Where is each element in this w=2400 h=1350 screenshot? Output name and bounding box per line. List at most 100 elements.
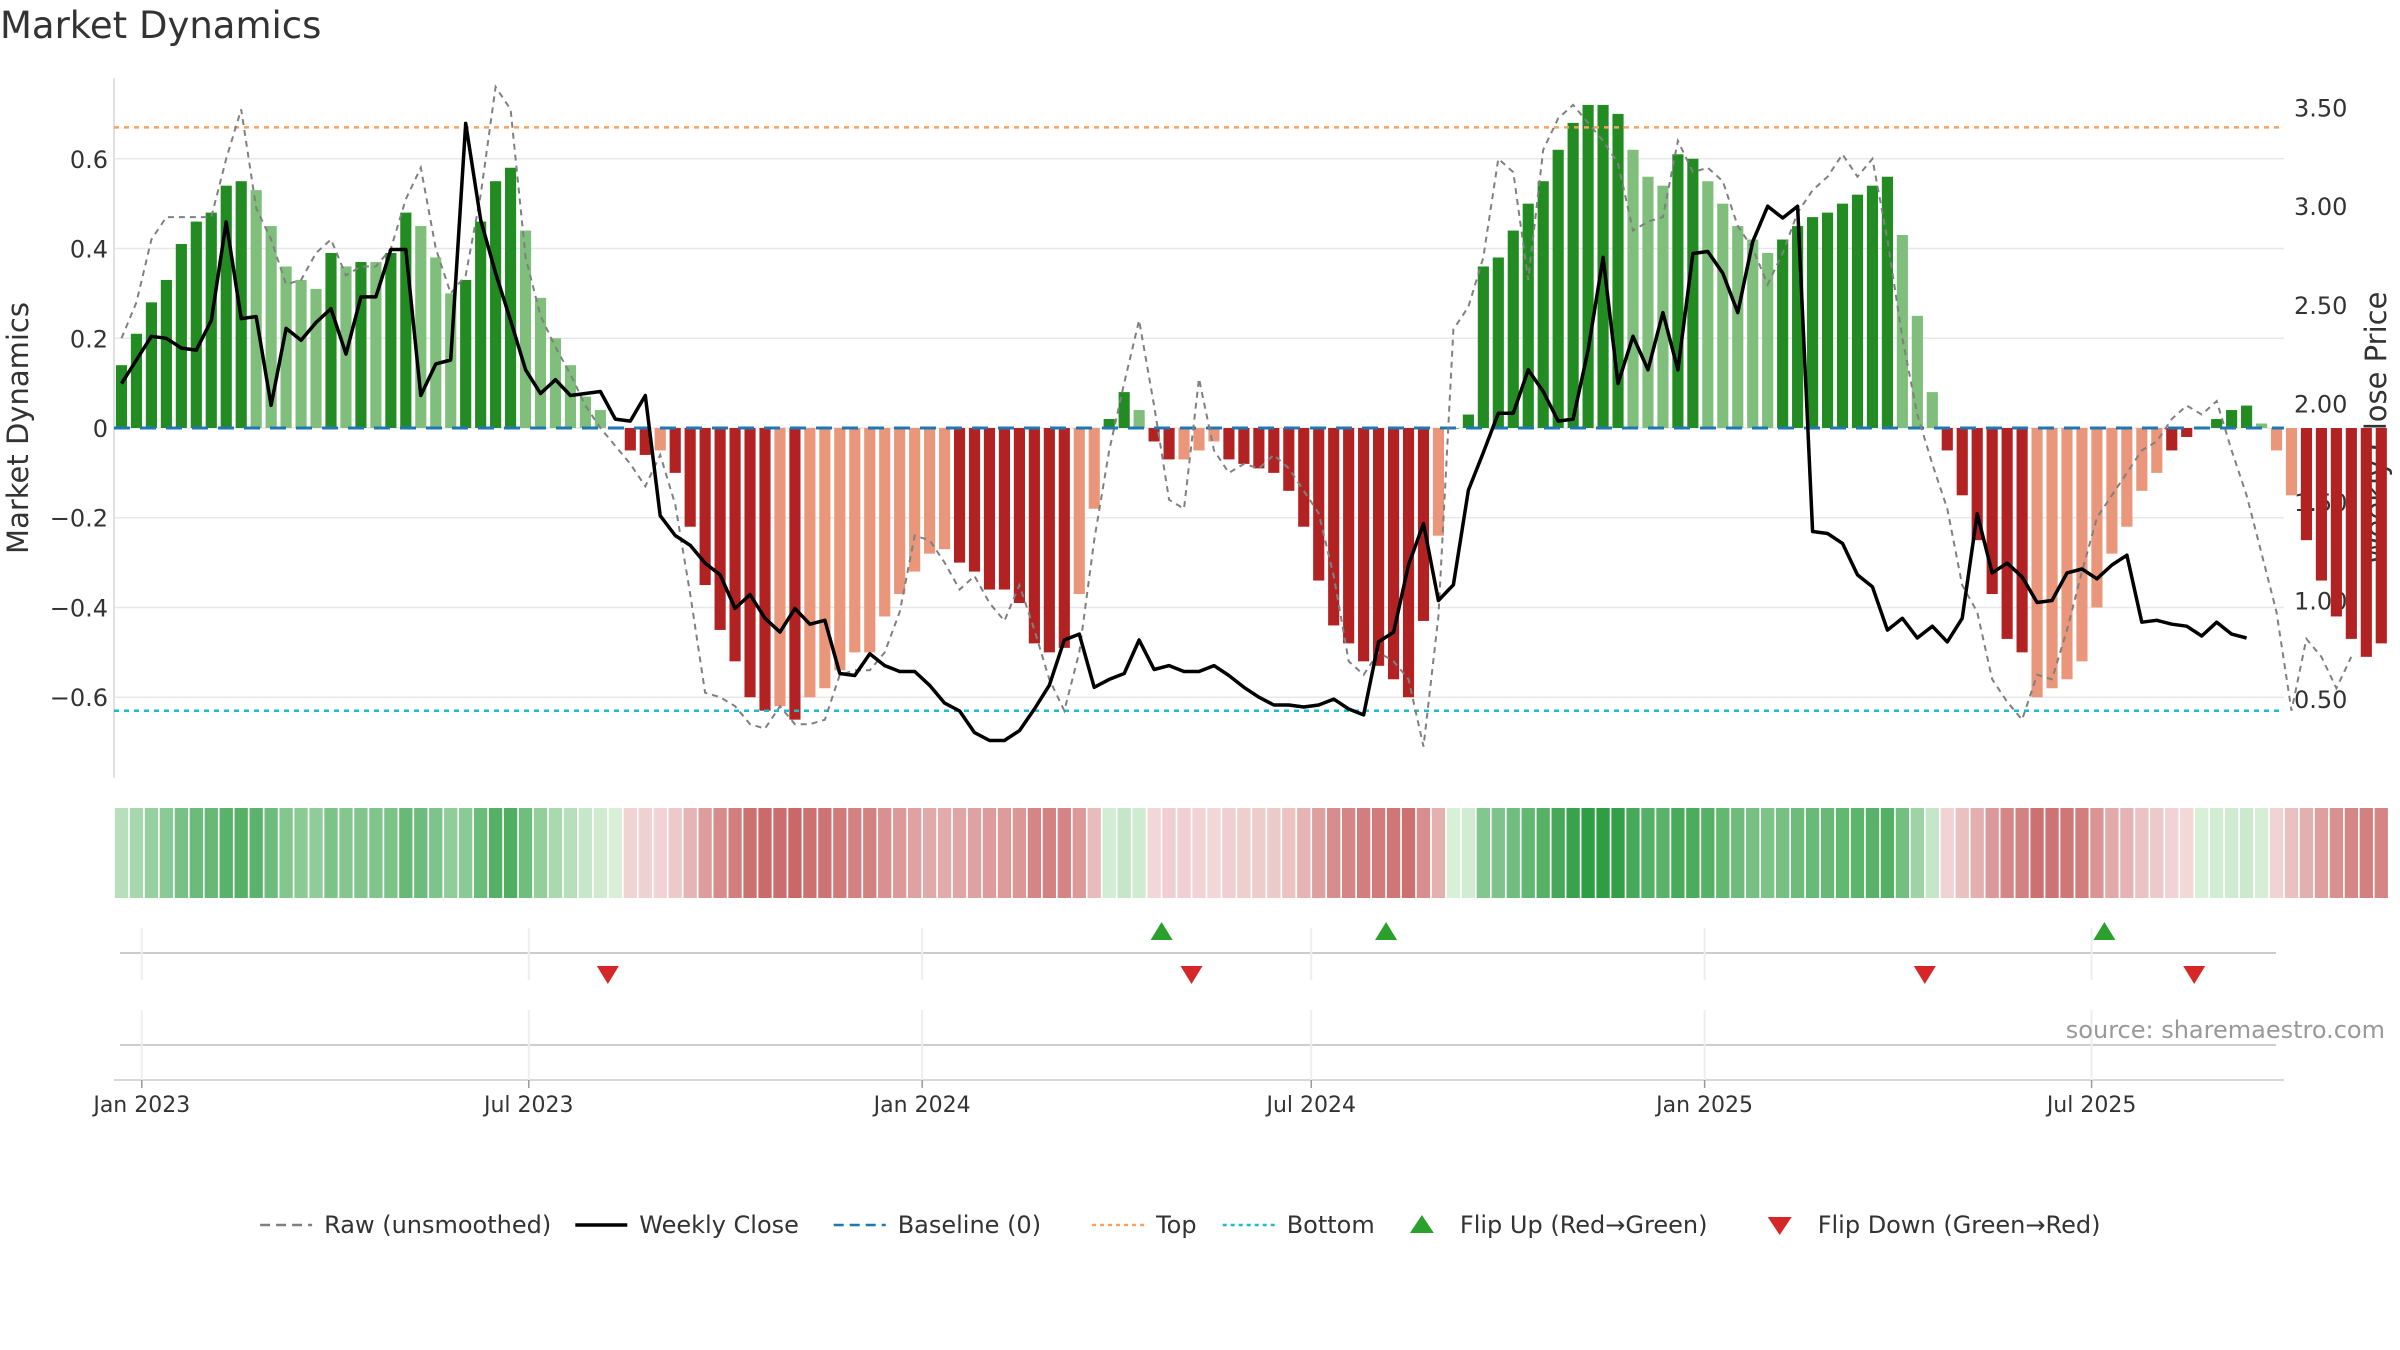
heat-cell bbox=[982, 808, 997, 898]
legend-label: Weekly Close bbox=[639, 1211, 799, 1239]
bar bbox=[2255, 423, 2268, 428]
bar bbox=[684, 428, 696, 527]
bar bbox=[1343, 428, 1355, 644]
bar bbox=[1013, 428, 1025, 603]
bar bbox=[1492, 257, 1504, 428]
heat-cell bbox=[219, 808, 233, 898]
heat-cell bbox=[1686, 808, 1700, 898]
flip-up-marker bbox=[1150, 922, 1173, 940]
bar bbox=[1208, 428, 1220, 442]
bar bbox=[475, 221, 487, 428]
bar bbox=[1313, 428, 1325, 581]
bar bbox=[130, 333, 143, 428]
bar bbox=[280, 266, 292, 428]
bar bbox=[1283, 428, 1295, 491]
legend-item: Weekly Close bbox=[575, 1211, 799, 1239]
heat-cell bbox=[1805, 808, 1820, 898]
heat-cell bbox=[743, 808, 757, 898]
bar bbox=[2091, 428, 2103, 608]
bar bbox=[1807, 217, 1819, 428]
bar bbox=[864, 428, 876, 653]
heat-cell bbox=[1282, 808, 1296, 898]
heat-cell bbox=[937, 808, 952, 898]
heat-cell bbox=[1566, 808, 1580, 898]
bar bbox=[669, 428, 681, 473]
heat-cell bbox=[593, 808, 608, 898]
bar bbox=[624, 428, 636, 451]
heat-cell bbox=[2030, 808, 2044, 898]
legend-label: Raw (unsmoothed) bbox=[324, 1211, 551, 1239]
heat-cell bbox=[1431, 808, 1446, 898]
bar bbox=[2061, 428, 2073, 680]
legend-item: Flip Down (Green→Red) bbox=[1767, 1211, 2101, 1239]
heat-cell bbox=[1716, 808, 1730, 898]
heat-cell bbox=[833, 808, 847, 898]
heat-cell bbox=[1117, 808, 1131, 898]
heat-cell bbox=[339, 808, 353, 898]
bar bbox=[2121, 428, 2133, 527]
heat-cell bbox=[997, 808, 1012, 898]
bar bbox=[235, 181, 247, 428]
bar bbox=[400, 212, 412, 428]
x-tick-label: Jul 2024 bbox=[1264, 1093, 1356, 1118]
heat-cell bbox=[773, 808, 787, 898]
bar bbox=[1432, 428, 1445, 536]
heat-cell bbox=[1731, 808, 1745, 898]
heat-cell bbox=[1656, 808, 1670, 898]
bar bbox=[2226, 410, 2238, 428]
heat-cell bbox=[863, 808, 877, 898]
y-tick-label: −0.2 bbox=[50, 505, 108, 533]
heat-cell bbox=[2344, 808, 2358, 898]
heat-cell bbox=[1536, 808, 1550, 898]
heat-cell bbox=[1356, 808, 1371, 898]
heat-cell bbox=[384, 808, 398, 898]
heat-cell bbox=[2210, 808, 2224, 898]
heat-cell bbox=[908, 808, 922, 898]
source-text: source: sharemaestro.com bbox=[2066, 1016, 2385, 1044]
bar bbox=[774, 428, 786, 707]
heat-cell bbox=[1252, 808, 1266, 898]
heat-cell bbox=[279, 808, 293, 898]
heat-cell bbox=[1820, 808, 1835, 898]
heat-cell bbox=[2060, 808, 2074, 898]
heat-cell bbox=[803, 808, 817, 898]
bar bbox=[1777, 239, 1789, 428]
heat-cell bbox=[1476, 808, 1490, 898]
heat-cell bbox=[1267, 808, 1281, 898]
bar bbox=[1836, 203, 1849, 428]
bar bbox=[325, 253, 337, 428]
y-tick-label: −0.4 bbox=[50, 594, 108, 622]
bar bbox=[1373, 428, 1385, 666]
heat-cell bbox=[1386, 808, 1401, 898]
legend-label: Top bbox=[1155, 1211, 1197, 1239]
heat-cell bbox=[758, 808, 772, 898]
bar bbox=[220, 185, 232, 428]
y-tick-label: −0.6 bbox=[50, 684, 108, 712]
bar bbox=[1118, 392, 1130, 428]
bar bbox=[295, 279, 307, 428]
heat-cell bbox=[159, 808, 174, 898]
heat-cell bbox=[653, 808, 667, 898]
bar bbox=[1881, 176, 1893, 428]
flip-down-marker bbox=[1180, 966, 1203, 984]
heat-cell bbox=[1895, 808, 1910, 898]
heat-cell bbox=[2090, 808, 2104, 898]
y2-tick-label: 2.50 bbox=[2294, 292, 2347, 320]
heat-cell bbox=[174, 808, 188, 898]
flip-down-marker bbox=[2183, 966, 2206, 984]
legend-label: Flip Down (Green→Red) bbox=[1818, 1211, 2101, 1239]
x-tick-label: Jan 2025 bbox=[1654, 1093, 1753, 1118]
legend-item: Flip Up (Red→Green) bbox=[1409, 1211, 1707, 1239]
heat-cell bbox=[2374, 808, 2388, 898]
bar bbox=[789, 428, 801, 720]
bar bbox=[849, 428, 861, 653]
bar bbox=[1866, 185, 1879, 428]
bar bbox=[1747, 239, 1759, 428]
bar bbox=[1851, 194, 1864, 428]
heat-cell bbox=[2075, 808, 2089, 898]
heat-cell bbox=[2224, 808, 2239, 898]
heat-cell bbox=[1342, 808, 1356, 898]
bar bbox=[879, 428, 891, 617]
legend-label: Bottom bbox=[1287, 1211, 1375, 1239]
bar bbox=[160, 279, 172, 428]
